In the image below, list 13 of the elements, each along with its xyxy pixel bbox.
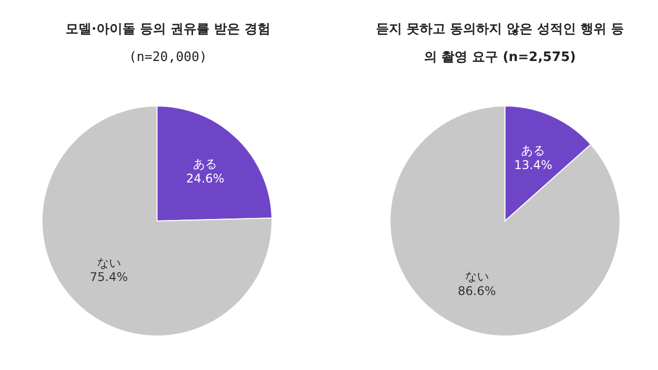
chart-title: 듣지 못하고 동의하지 않은 성적인 행위 등의 촬영 요구 (n=2,575) [375,21,625,67]
data-label: 24.6% [186,171,224,186]
pie-slice [42,106,272,336]
slice-label: ない [96,256,121,270]
data-label: 75.4% [90,270,128,284]
slice-label: ある [521,143,546,158]
pie-slice [390,106,620,336]
data-label: 86.6% [458,284,496,298]
chart-title: 모델·아이돌 등의 권유를 받은 경험 [64,21,272,39]
chart-subtitle: (n=20,000) [128,49,208,67]
data-label: 13.4% [514,158,552,172]
slice-label: ある [193,157,218,171]
slice-label: ない [464,269,489,284]
